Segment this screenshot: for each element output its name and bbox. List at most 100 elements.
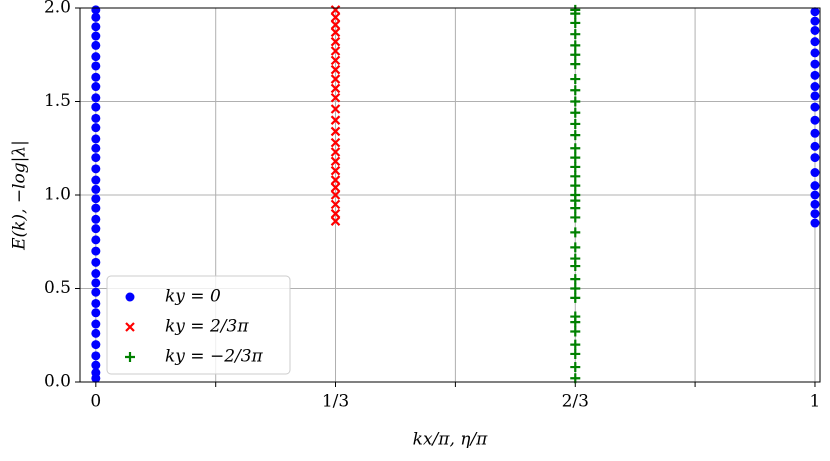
point (570, 326, 581, 337)
point (570, 292, 581, 303)
point (91, 360, 101, 370)
point (570, 227, 581, 238)
point (570, 130, 581, 141)
legend-marker (125, 322, 135, 332)
point (91, 269, 101, 279)
x-tick-label: 1/3 (322, 392, 349, 412)
point (91, 143, 101, 153)
point (330, 182, 341, 193)
point (330, 208, 341, 219)
point (570, 212, 581, 223)
point (570, 17, 581, 28)
x-tick-label: 0 (90, 392, 101, 412)
point (91, 175, 101, 185)
legend-label: ky = 2/3π (165, 317, 249, 337)
y-tick-label: 0.0 (44, 372, 71, 392)
point (330, 175, 341, 185)
point (330, 104, 341, 114)
point (330, 36, 341, 47)
point (570, 339, 581, 350)
point (570, 59, 581, 70)
point (91, 72, 101, 82)
point (570, 180, 581, 191)
point (570, 85, 581, 96)
point (91, 278, 101, 288)
point (810, 199, 820, 209)
point (570, 311, 581, 322)
point (810, 82, 820, 92)
point (330, 27, 341, 38)
y-tick-label: 1.5 (44, 91, 71, 111)
point (810, 181, 820, 191)
point (570, 362, 581, 373)
point (570, 143, 581, 154)
point (91, 328, 101, 338)
point (570, 190, 581, 200)
point (330, 216, 341, 226)
point (810, 37, 820, 47)
point (810, 141, 820, 151)
point (91, 214, 101, 224)
point (810, 70, 820, 80)
legend-marker (125, 352, 135, 362)
point (810, 25, 820, 35)
point (570, 171, 581, 182)
point (91, 164, 101, 174)
point (91, 22, 101, 32)
point (91, 82, 101, 92)
point (810, 190, 820, 200)
point (91, 31, 101, 41)
point (91, 102, 101, 112)
point (810, 7, 820, 17)
point (91, 134, 101, 144)
point (810, 91, 820, 101)
point (330, 156, 341, 167)
y-tick-label: 0.5 (44, 278, 71, 298)
point (91, 5, 101, 15)
point (570, 40, 581, 51)
point (330, 199, 341, 210)
point (91, 319, 101, 329)
y-tick-label: 1.0 (44, 185, 71, 205)
point (330, 12, 341, 23)
legend-label: ky = −2/3π (165, 347, 264, 367)
point (91, 298, 101, 308)
point (91, 287, 101, 297)
point (91, 308, 101, 318)
point (810, 16, 820, 26)
legend-marker (125, 292, 135, 302)
point (810, 59, 820, 69)
point (330, 46, 341, 56)
point (570, 161, 581, 172)
point (570, 348, 581, 359)
point (91, 368, 101, 378)
x-axis-label: kx/π, η/π (413, 430, 489, 450)
legend-label: ky = 0 (165, 287, 221, 307)
legend-box (106, 275, 291, 375)
point (91, 235, 101, 245)
point (810, 153, 820, 163)
point (91, 93, 101, 103)
point (91, 203, 101, 213)
point (570, 242, 581, 253)
x-tick-label: 1 (810, 392, 821, 412)
point (91, 113, 101, 123)
point (570, 29, 581, 40)
point (330, 64, 341, 75)
point (330, 115, 341, 125)
point (91, 184, 101, 194)
point (810, 48, 820, 58)
point (570, 4, 581, 15)
point (570, 118, 581, 129)
point (91, 351, 101, 361)
point (330, 137, 341, 148)
point (330, 190, 341, 200)
point (91, 224, 101, 234)
point (91, 257, 101, 267)
point (91, 123, 101, 133)
point (570, 96, 581, 107)
point (91, 246, 101, 256)
point (330, 20, 341, 30)
point (330, 126, 341, 137)
